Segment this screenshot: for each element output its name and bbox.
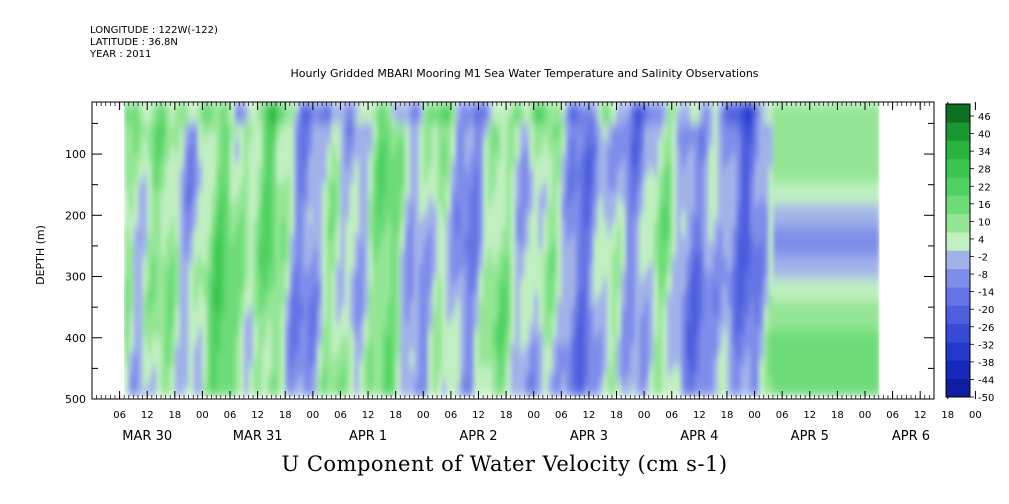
x-day-label: APR 3 [570, 429, 608, 444]
x-hour-tick-label: 00 [527, 410, 540, 421]
colorbar-swatch [946, 268, 970, 288]
colorbar-label: 34 [978, 147, 991, 158]
colorbar-label: -8 [978, 270, 988, 281]
y-tick-label: 100 [65, 148, 86, 161]
x-hour-tick-label: 12 [914, 410, 927, 421]
x-hour-tick-label: 06 [886, 410, 899, 421]
colorbar-swatch [946, 305, 970, 325]
x-hour-tick-label: 18 [721, 410, 734, 421]
x-hour-tick-label: 18 [500, 410, 513, 421]
colorbar-label: 10 [978, 217, 991, 228]
x-hour-tick-label: 12 [362, 410, 375, 421]
colorbar-label: 40 [978, 130, 991, 141]
colorbar-label: -32 [978, 340, 994, 351]
colorbar-label: 28 [978, 165, 991, 176]
y-axis-label: DEPTH (m) [34, 225, 47, 285]
colorbar: 46 40 34 28 22 16 10 4 -2 -8 -14 -20 -26 -32 -38 -44 -50 [945, 103, 994, 404]
colorbar-swatch [946, 323, 970, 343]
colorbar-swatch [946, 158, 970, 178]
x-hour-tick-label: 18 [168, 410, 181, 421]
x-hour-tick-label: 12 [472, 410, 485, 421]
y-tick-label: 400 [65, 332, 86, 345]
colorbar-swatch [946, 195, 970, 215]
x-hour-tick-label: 00 [196, 410, 209, 421]
latitude-label: LATITUDE : 36.8N [90, 37, 178, 48]
colorbar-swatch [946, 360, 970, 379]
x-hour-tick-label: 18 [610, 410, 623, 421]
x-hour-tick-label: 00 [859, 410, 872, 421]
x-hour-tick-label: 06 [113, 410, 126, 421]
x-hour-tick-label: 18 [831, 410, 844, 421]
colorbar-swatch [946, 140, 970, 160]
y-tick-label: 500 [65, 393, 86, 406]
colorbar-label: 22 [978, 182, 991, 193]
colorbar-label: -38 [978, 358, 994, 369]
x-day-label: APR 5 [791, 429, 829, 444]
colorbar-swatch [946, 177, 970, 196]
colorbar-label: -26 [978, 323, 994, 334]
x-hour-tick-label: 06 [776, 410, 789, 421]
colorbar-frame [945, 103, 971, 398]
x-hour-tick-label: 12 [803, 410, 816, 421]
year-label: YEAR : 2011 [90, 49, 152, 60]
colorbar-swatch [946, 250, 970, 270]
colorbar-label: 4 [978, 235, 984, 246]
x-hour-tick-label: 00 [748, 410, 761, 421]
colorbar-label: 46 [978, 112, 991, 123]
colorbar-swatch [946, 213, 970, 233]
colorbar-swatch [946, 378, 970, 398]
colorbar-label: -14 [978, 288, 994, 299]
x-hour-tick-label: 06 [445, 410, 458, 421]
x-day-label: APR 2 [459, 429, 497, 444]
x-day-label: APR 1 [349, 429, 387, 444]
y-tick-label: 200 [65, 209, 86, 222]
longitude-label: LONGITUDE : 122W(-122) [90, 25, 218, 36]
y-tick-label: 300 [65, 271, 86, 284]
x-hour-tick-label: 12 [583, 410, 596, 421]
x-hour-tick-label: 00 [306, 410, 319, 421]
colorbar-swatch [946, 287, 970, 306]
x-hour-tick-label: 06 [555, 410, 568, 421]
variable-title: U Component of Water Velocity (cm s-1) [281, 452, 728, 476]
colorbar-label: -2 [978, 253, 988, 264]
colorbar-label: 16 [978, 200, 991, 211]
x-hour-tick-label: 06 [665, 410, 678, 421]
x-hour-tick-label: 18 [279, 410, 292, 421]
x-hour-tick-label: 06 [224, 410, 237, 421]
x-hour-tick-label: 12 [251, 410, 264, 421]
x-hour-tick-label: 18 [941, 410, 954, 421]
plot-frame [91, 101, 935, 400]
x-day-label: APR 4 [680, 429, 718, 444]
x-hour-tick-label: 00 [417, 410, 430, 421]
x-hour-tick-label: 18 [389, 410, 402, 421]
colorbar-label: -44 [978, 375, 994, 386]
x-hour-tick-label: 12 [693, 410, 706, 421]
colorbar-label: -50 [978, 393, 994, 404]
metadata-block: LONGITUDE : 122W(-122) LATITUDE : 36.8N … [90, 25, 218, 61]
x-day-label: MAR 30 [122, 429, 172, 444]
x-hour-tick-label: 06 [334, 410, 347, 421]
x-hour-tick-label: 00 [638, 410, 651, 421]
chart-title: Hourly Gridded MBARI Mooring M1 Sea Wate… [290, 67, 759, 80]
colorbar-swatch [946, 104, 970, 123]
field-cells [124, 102, 880, 397]
axes: 06 12 18 00 06 12 18 00 06 12 18 00 06 12 18 00 06 12 18 00… [65, 101, 982, 444]
colorbar-swatch [946, 122, 970, 141]
colorbar-label: -20 [978, 305, 994, 316]
heatmap-field [124, 102, 880, 397]
x-hour-tick-label: 12 [141, 410, 154, 421]
x-hour-tick-label: 00 [969, 410, 982, 421]
x-day-label: MAR 31 [233, 429, 283, 444]
colorbar-swatch [946, 232, 970, 251]
colorbar-swatch [946, 342, 970, 361]
x-day-label: APR 6 [892, 429, 930, 444]
